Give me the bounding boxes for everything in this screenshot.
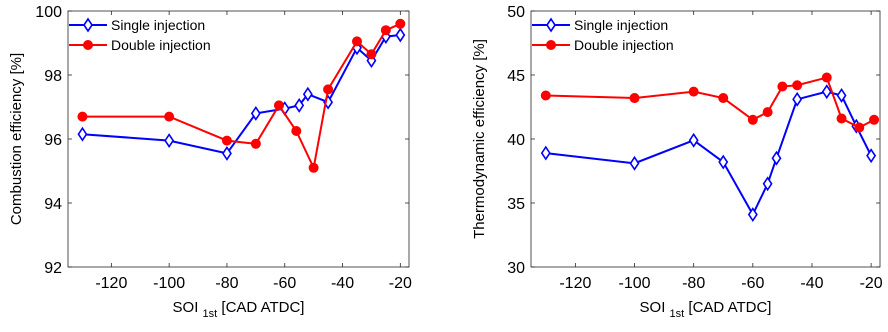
- legend-label: Double injection: [111, 37, 211, 53]
- series-1: [540, 84, 877, 222]
- x-axis-title: SOI 1st [CAD ATDC]: [640, 299, 772, 320]
- x-axis-title-subscript: 1st: [670, 308, 685, 320]
- y-tick-label: 98: [44, 68, 62, 85]
- y-tick-label: 96: [44, 132, 62, 149]
- x-axis-title: SOI 1st [CAD ATDC]: [173, 299, 305, 320]
- x-tick-label: -80: [215, 275, 238, 292]
- y-tick-label: 45: [507, 68, 525, 85]
- chart-panel-1: -120 -100 -80 -60 -40 -20 92 94 96 98 100 Combustio…: [8, 4, 412, 320]
- x-tick-label: -100: [153, 275, 185, 292]
- data-point: [323, 84, 334, 95]
- data-point: [688, 86, 699, 97]
- data-point: [380, 25, 391, 36]
- legend-marker: [83, 17, 93, 33]
- legend-label: Double injection: [574, 37, 674, 53]
- legend-marker: [546, 40, 556, 50]
- data-point: [792, 80, 803, 91]
- y-tick-label: 30: [507, 260, 525, 277]
- y-tick-label: 40: [507, 132, 525, 149]
- data-point: [629, 155, 640, 171]
- data-point: [688, 132, 699, 148]
- chart-panel-2: -120 -100 -80 -60 -40 -20 30 35 40 45 50 Thermodyna…: [471, 4, 883, 320]
- x-axis-title-units: [CAD ATDC]: [217, 299, 304, 316]
- data-point: [250, 105, 261, 121]
- x-tick-label: -120: [559, 275, 591, 292]
- data-point: [821, 72, 832, 83]
- data-point: [777, 81, 788, 92]
- data-point: [629, 93, 640, 104]
- data-point: [366, 49, 377, 60]
- data-point: [395, 18, 406, 29]
- x-tick-label: -40: [331, 275, 354, 292]
- x-tick-label: -120: [95, 275, 127, 292]
- data-point: [869, 114, 880, 125]
- series-line: [545, 76, 875, 129]
- data-point: [221, 145, 232, 161]
- data-point: [395, 27, 406, 43]
- data-point: [164, 133, 175, 149]
- data-point: [250, 138, 261, 149]
- data-point: [273, 100, 284, 111]
- data-point: [821, 84, 832, 100]
- data-point: [747, 114, 758, 125]
- x-tick-label: -80: [682, 275, 705, 292]
- y-tick-label: 100: [35, 4, 62, 21]
- data-point: [164, 111, 175, 122]
- data-point: [308, 162, 319, 173]
- data-point: [866, 148, 877, 164]
- legend-label: Single injection: [111, 17, 205, 33]
- data-point: [836, 88, 847, 103]
- data-point: [540, 145, 551, 161]
- y-tick-label: 94: [44, 196, 62, 213]
- data-point: [540, 90, 551, 101]
- x-tick-label: -60: [741, 275, 764, 292]
- data-point: [77, 111, 88, 122]
- data-point: [762, 176, 773, 192]
- series-2: [540, 72, 880, 133]
- data-point: [836, 113, 847, 124]
- x-tick-label: -60: [273, 275, 296, 292]
- data-point: [291, 126, 302, 136]
- data-point: [294, 97, 305, 113]
- x-axis-title-subscript: 1st: [203, 308, 218, 320]
- y-tick-label: 92: [44, 260, 62, 277]
- x-axis-title-main: SOI: [173, 299, 203, 316]
- data-point: [351, 36, 362, 47]
- data-point: [221, 135, 232, 146]
- x-axis-title-units: [CAD ATDC]: [684, 299, 771, 316]
- x-tick-label: -40: [800, 275, 823, 292]
- data-point: [854, 122, 865, 133]
- y-axis-title: Combustion efficiency [%]: [8, 53, 25, 225]
- series-line: [545, 90, 873, 217]
- y-axis-title: Thermodynamic efficiency [%]: [471, 39, 488, 239]
- legend: Single injection Double injection: [532, 17, 674, 53]
- x-tick-label: -100: [619, 275, 651, 292]
- data-point: [302, 86, 313, 102]
- data-point: [718, 93, 729, 104]
- data-point: [792, 91, 803, 107]
- series-2: [77, 18, 406, 173]
- legend-marker: [83, 40, 93, 50]
- x-tick-label: -20: [860, 275, 883, 292]
- data-point: [747, 207, 758, 222]
- legend: Single injection Double injection: [69, 17, 211, 53]
- data-point: [762, 107, 773, 118]
- x-tick-label: -20: [389, 275, 412, 292]
- legend-marker: [546, 17, 556, 33]
- data-point: [77, 126, 88, 142]
- x-axis-title-main: SOI: [640, 299, 670, 316]
- y-tick-label: 50: [507, 4, 525, 21]
- y-tick-label: 35: [507, 196, 525, 213]
- legend-label: Single injection: [574, 17, 668, 33]
- data-point: [771, 150, 782, 166]
- data-point: [718, 154, 729, 170]
